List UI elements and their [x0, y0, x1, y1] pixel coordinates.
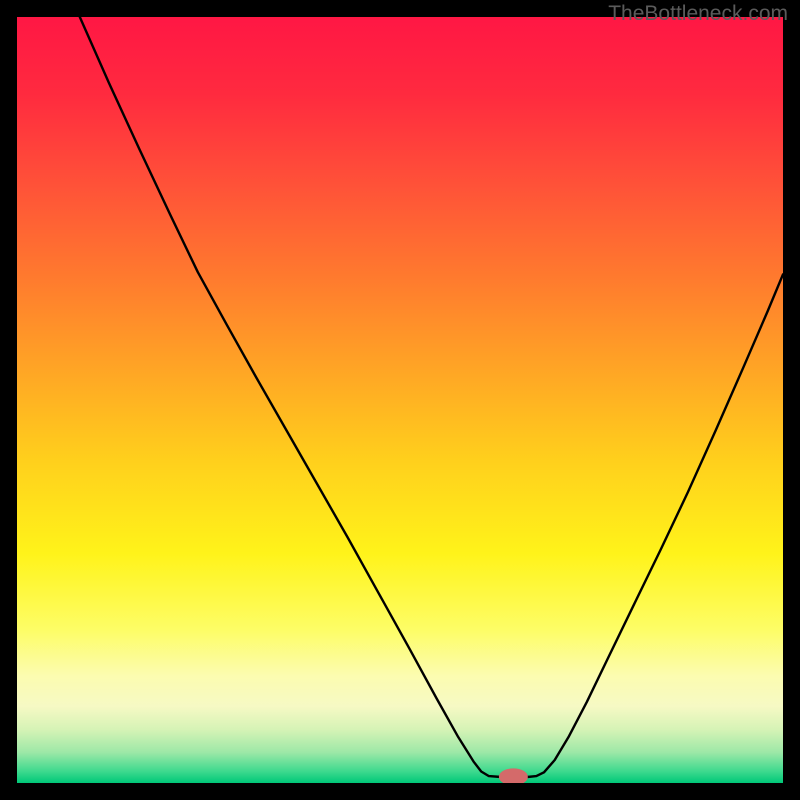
optimal-marker — [499, 769, 527, 783]
watermark-text: TheBottleneck.com — [608, 2, 788, 26]
plot-area — [17, 17, 783, 783]
chart-frame: TheBottleneck.com — [0, 0, 800, 800]
plot-svg — [17, 17, 783, 783]
